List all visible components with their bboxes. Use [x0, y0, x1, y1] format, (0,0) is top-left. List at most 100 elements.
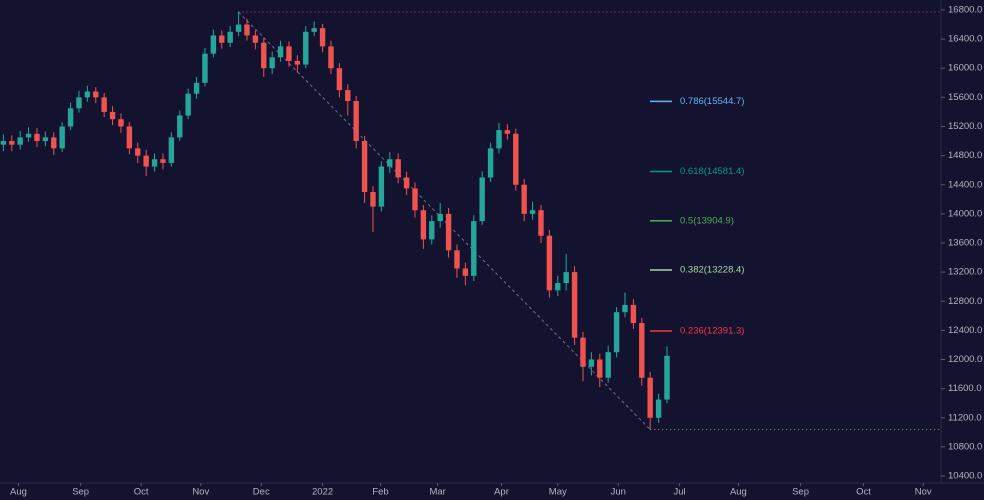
candle-body — [387, 159, 393, 167]
candle-body — [454, 250, 460, 269]
candle-body — [42, 137, 49, 142]
candle-body — [143, 155, 149, 167]
y-tick-label: 10400.0 — [948, 471, 982, 482]
x-tick-label: Aug — [10, 487, 27, 498]
candle-body — [269, 57, 275, 69]
y-tick-label: 16400.0 — [948, 34, 982, 45]
candle-body — [345, 90, 351, 101]
fib-level-label: 0.382(13228.4) — [680, 265, 744, 276]
y-tick-label: 11600.0 — [948, 383, 982, 394]
candle-body — [588, 359, 595, 367]
candle-body — [529, 210, 536, 214]
candle-body — [210, 35, 217, 54]
candle-body — [9, 141, 15, 145]
x-tick-label: Oct — [134, 487, 149, 498]
x-tick-label: Aug — [730, 487, 747, 498]
candle-body — [462, 268, 469, 276]
candle-body — [445, 213, 452, 251]
y-tick-label: 12800.0 — [948, 296, 982, 307]
candle-body — [412, 188, 418, 211]
candle-body — [319, 28, 326, 47]
candle-body — [101, 97, 107, 112]
candle-body — [479, 177, 485, 222]
candle-body — [311, 28, 317, 32]
candle-body — [555, 283, 561, 291]
candle-body — [563, 272, 569, 284]
y-tick-label: 15200.0 — [948, 121, 982, 132]
x-tick-label: Feb — [372, 487, 388, 498]
x-tick-label: Nov — [192, 487, 209, 498]
candle-body — [252, 35, 259, 43]
candle-body — [294, 60, 301, 65]
y-tick-label: 16800.0 — [948, 4, 982, 15]
x-tick-label: Jun — [611, 487, 626, 498]
x-tick-label: Sep — [792, 487, 809, 498]
candle-body — [521, 184, 527, 214]
x-tick-label: Jul — [674, 487, 686, 498]
y-tick-label: 13200.0 — [948, 267, 982, 278]
candle-body — [84, 91, 91, 98]
candle-body — [286, 46, 292, 61]
fib-level-label: 0.5(13904.9) — [680, 215, 734, 226]
fib-level-label: 0.786(15544.7) — [680, 96, 744, 107]
x-tick-label: Oct — [856, 487, 871, 498]
candle-body — [34, 133, 40, 142]
candle-body — [336, 68, 343, 91]
candle-body — [25, 133, 32, 138]
candle-body — [630, 304, 637, 324]
candle-body — [261, 42, 267, 69]
candle-body — [361, 141, 368, 193]
fib-level-label: 0.618(14581.4) — [680, 166, 744, 177]
candle-body — [429, 221, 435, 240]
candle-body — [471, 221, 477, 276]
x-tick-label: Apr — [494, 487, 509, 498]
candle-body — [126, 126, 133, 149]
x-tick-label: Dec — [253, 487, 270, 498]
candle-body — [93, 91, 99, 98]
candle-body — [664, 355, 670, 400]
candle-body — [647, 377, 653, 418]
candle-body — [118, 119, 124, 127]
candle-body — [151, 159, 158, 167]
candle-body — [538, 210, 544, 236]
candle-body — [353, 100, 359, 142]
candle-body — [403, 177, 410, 189]
candle-body — [513, 133, 519, 185]
candle-body — [277, 46, 284, 58]
candle-body — [303, 31, 309, 65]
candle-body — [235, 24, 242, 32]
x-tick-label: May — [549, 487, 567, 498]
y-tick-label: 14000.0 — [948, 208, 982, 219]
x-tick-label: 2022 — [312, 487, 333, 498]
candle-body — [76, 97, 82, 109]
candle-body — [135, 148, 141, 156]
candle-body — [0, 141, 7, 145]
candle-body — [597, 359, 603, 378]
candle-body — [487, 148, 494, 178]
candle-body — [59, 126, 65, 149]
fib-level-label: 0.236(12391.3) — [680, 326, 744, 337]
candle-body — [420, 210, 427, 240]
y-tick-label: 10800.0 — [948, 441, 982, 452]
candle-body — [580, 337, 586, 367]
candle-body — [571, 272, 578, 338]
candle-body — [504, 130, 511, 134]
candle-body — [655, 399, 662, 418]
candle-body — [67, 108, 74, 127]
candle-body — [193, 82, 200, 94]
x-tick-label: Mar — [429, 487, 445, 498]
candle-body — [185, 93, 191, 116]
candle-body — [378, 166, 385, 207]
candle-body — [622, 304, 628, 313]
candle-body — [17, 137, 23, 145]
candle-body — [395, 159, 401, 178]
candle-body — [227, 31, 233, 43]
candle-body — [109, 111, 116, 120]
candle-body — [168, 137, 175, 163]
candle-body — [177, 115, 183, 138]
y-tick-label: 12400.0 — [948, 325, 982, 336]
candle-body — [202, 53, 208, 83]
candle-body — [437, 213, 443, 222]
